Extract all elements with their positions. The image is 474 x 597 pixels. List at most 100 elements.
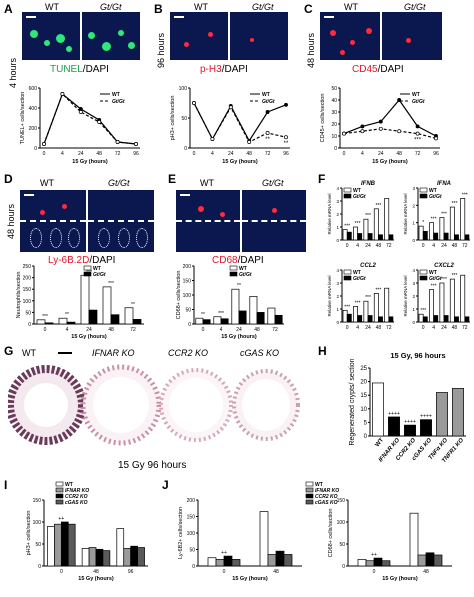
panel-c-label: C xyxy=(304,2,313,16)
bar-Gt/Gt-24 xyxy=(367,315,373,323)
panel-a-gt-image xyxy=(82,12,140,60)
y-tick-label: 25 xyxy=(360,366,367,372)
legend-label: WT xyxy=(412,92,420,98)
panel-c-time: 48 hours xyxy=(306,32,316,68)
x-axis-label: 15 Gy (hours) xyxy=(78,576,114,582)
x-tick-label: 24 xyxy=(86,327,92,333)
y-tick-label: 150 xyxy=(33,498,42,504)
bar-cGAS KO-0 xyxy=(67,523,76,567)
x-tick-label: 48 xyxy=(254,327,260,333)
bar-WT-4 xyxy=(58,317,68,325)
x-tick-label: 4 xyxy=(432,243,435,249)
panel-c-wt-label: WT xyxy=(344,2,358,12)
y-tick-label: 50 xyxy=(189,548,195,554)
bar-WT-72 xyxy=(124,307,134,325)
significance-mark: ++++ xyxy=(420,414,432,420)
x-tick-label: 24 xyxy=(365,243,371,249)
x-tick-label: 0 xyxy=(346,243,349,249)
y-tick-label: 3 xyxy=(336,199,339,204)
legend-label: WT xyxy=(429,270,437,276)
data-point xyxy=(192,101,196,105)
x-tick-label: 48 xyxy=(273,569,279,575)
legend-swatch xyxy=(419,269,428,275)
bar-cGAS KO-96 xyxy=(137,547,145,567)
bar-IFNAR KO-48 xyxy=(267,554,277,567)
y-tick-label: 50 xyxy=(339,542,345,548)
y-tick-label: 100 xyxy=(179,86,188,92)
bar-Gt/Gt-72 xyxy=(464,316,470,323)
x-tick-label: 0 xyxy=(343,151,346,157)
panel-b-stain: p-H3/DAPI xyxy=(200,64,248,75)
chart-title: CCL2 xyxy=(360,263,376,269)
y-axis-label: CD68+ cells/section xyxy=(328,509,334,558)
y-tick-label: 3 xyxy=(336,281,339,286)
panel-g-label-cgas: cGAS KO xyxy=(240,348,280,358)
bar-Gt/Gt-0 xyxy=(346,231,352,241)
legend-label: WT xyxy=(353,188,361,194)
bar-Gt/Gt-72 xyxy=(274,314,283,325)
significance-mark: *** xyxy=(441,211,447,217)
panel-e-label: E xyxy=(168,172,177,186)
bar-WT-48 xyxy=(249,296,258,325)
significance-mark: ++ xyxy=(221,550,227,556)
legend-label: WT xyxy=(93,266,101,272)
chart-f-ifna: 0 1 2 3 Relative mRNA level 0 * 4 *** 24 *** 48 *** 7… xyxy=(403,181,470,249)
panel-a-stain-dapi: /DAPI xyxy=(82,64,109,75)
y-tick-label: 40 xyxy=(331,98,337,104)
data-point xyxy=(378,119,383,124)
y-tick-label: 4 xyxy=(336,268,339,273)
bar-WT-72 xyxy=(460,198,466,241)
panel-g-caption: 15 Gy 96 hours xyxy=(118,460,187,471)
y-tick-label: 100 xyxy=(183,293,192,299)
bar-CCR2 KO-0 xyxy=(223,555,233,567)
legend-swatch xyxy=(305,499,314,505)
bar-Gt/Gt-48 xyxy=(378,316,383,323)
data-point xyxy=(342,131,346,136)
series-line-Gt/Gt xyxy=(43,92,137,145)
x-axis-label: 15 Gy (hours) xyxy=(372,159,408,165)
y-tick-label: 15 xyxy=(360,393,367,399)
bar-IFNAR KO-48 xyxy=(417,554,427,567)
x-tick-label: 72 xyxy=(462,325,468,331)
legend-swatch xyxy=(55,493,64,499)
bar-WT-0 xyxy=(195,317,204,325)
data-point xyxy=(78,110,83,114)
legend-swatch xyxy=(83,265,92,271)
bar-Gt/Gt-48 xyxy=(110,314,120,325)
x-axis-label: 15 Gy (hours) xyxy=(222,159,258,165)
significance-mark: *** xyxy=(451,201,457,207)
y-axis-label: Regenerated crypts/ section xyxy=(349,358,356,445)
significance-mark: ** xyxy=(237,283,241,289)
y-tick-label: 20 xyxy=(331,122,337,128)
bar-CCR2 KO xyxy=(404,424,416,437)
bar-Gt/Gt-48 xyxy=(454,316,459,323)
x-tick-label: 48 xyxy=(108,327,114,333)
panel-g-label-ifnar: IFNAR KO xyxy=(92,348,135,358)
x-tick-label: 0 xyxy=(60,569,63,575)
x-tick-label: 0 xyxy=(44,327,47,333)
bar-WT-72 xyxy=(384,287,390,323)
bar-CCR2 KO-96 xyxy=(130,545,138,567)
panel-a-wt-image xyxy=(22,12,80,60)
bar-WT-48 xyxy=(449,278,455,323)
bar-Gt/Gt-4 xyxy=(66,321,76,325)
data-point xyxy=(397,129,402,134)
panel-a-gt-label: Gt/Gt xyxy=(100,2,122,12)
y-tick-label: 0 xyxy=(192,564,195,570)
significance-mark: ++ xyxy=(371,552,377,558)
data-point xyxy=(284,102,288,107)
y-tick-label: 200 xyxy=(29,126,38,132)
y-tick-label: 4 xyxy=(336,186,339,191)
x-axis-label: 15 Gy (hours) xyxy=(71,334,107,340)
series-line-WT xyxy=(193,102,287,142)
panel-c-stain-marker: CD45 xyxy=(352,64,378,75)
y-tick-label: 0 xyxy=(342,564,345,570)
data-point xyxy=(247,140,252,144)
y-tick-label: 0 xyxy=(364,434,368,440)
panel-e-gt-image xyxy=(242,190,306,252)
